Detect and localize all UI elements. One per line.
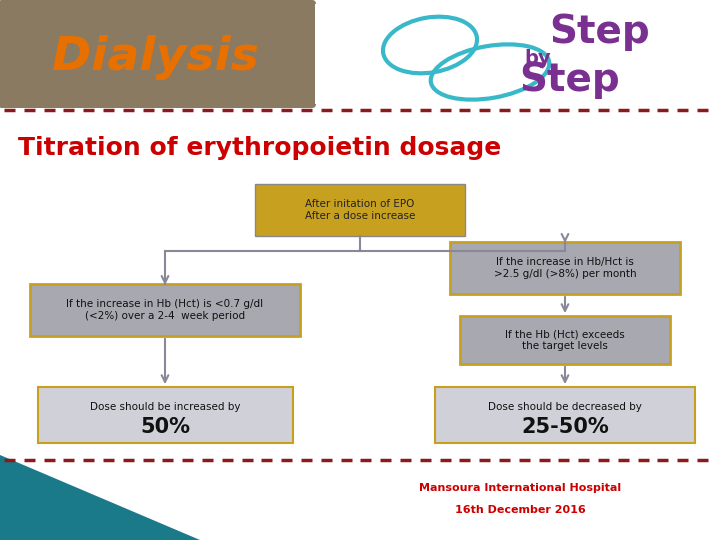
Text: If the increase in Hb (Hct) is <0.7 g/dl
(<2%) over a 2-4  week period: If the increase in Hb (Hct) is <0.7 g/dl… (66, 299, 264, 321)
FancyBboxPatch shape (37, 387, 292, 443)
Text: If the Hb (Hct) exceeds
the target levels: If the Hb (Hct) exceeds the target level… (505, 329, 625, 351)
Text: Titration of erythropoietin dosage: Titration of erythropoietin dosage (18, 136, 501, 160)
Polygon shape (0, 455, 200, 540)
Text: Step: Step (520, 61, 621, 99)
FancyBboxPatch shape (450, 242, 680, 294)
Text: by: by (525, 49, 552, 68)
FancyBboxPatch shape (435, 387, 695, 443)
Text: Dialysis: Dialysis (52, 35, 258, 79)
Text: After initation of EPO
After a dose increase: After initation of EPO After a dose incr… (305, 199, 415, 221)
FancyBboxPatch shape (0, 0, 316, 108)
FancyBboxPatch shape (30, 284, 300, 336)
Text: 16th December 2016: 16th December 2016 (454, 505, 585, 515)
FancyBboxPatch shape (315, 4, 715, 104)
Text: Step: Step (549, 13, 650, 51)
Text: Dose should be decreased by: Dose should be decreased by (488, 402, 642, 412)
Text: 25-50%: 25-50% (521, 417, 609, 437)
FancyBboxPatch shape (460, 316, 670, 364)
Text: Mansoura International Hospital: Mansoura International Hospital (419, 483, 621, 493)
FancyBboxPatch shape (255, 184, 465, 236)
Text: 50%: 50% (140, 417, 190, 437)
Text: If the increase in Hb/Hct is
>2.5 g/dl (>8%) per month: If the increase in Hb/Hct is >2.5 g/dl (… (494, 257, 636, 279)
Text: Dose should be increased by: Dose should be increased by (90, 402, 240, 412)
